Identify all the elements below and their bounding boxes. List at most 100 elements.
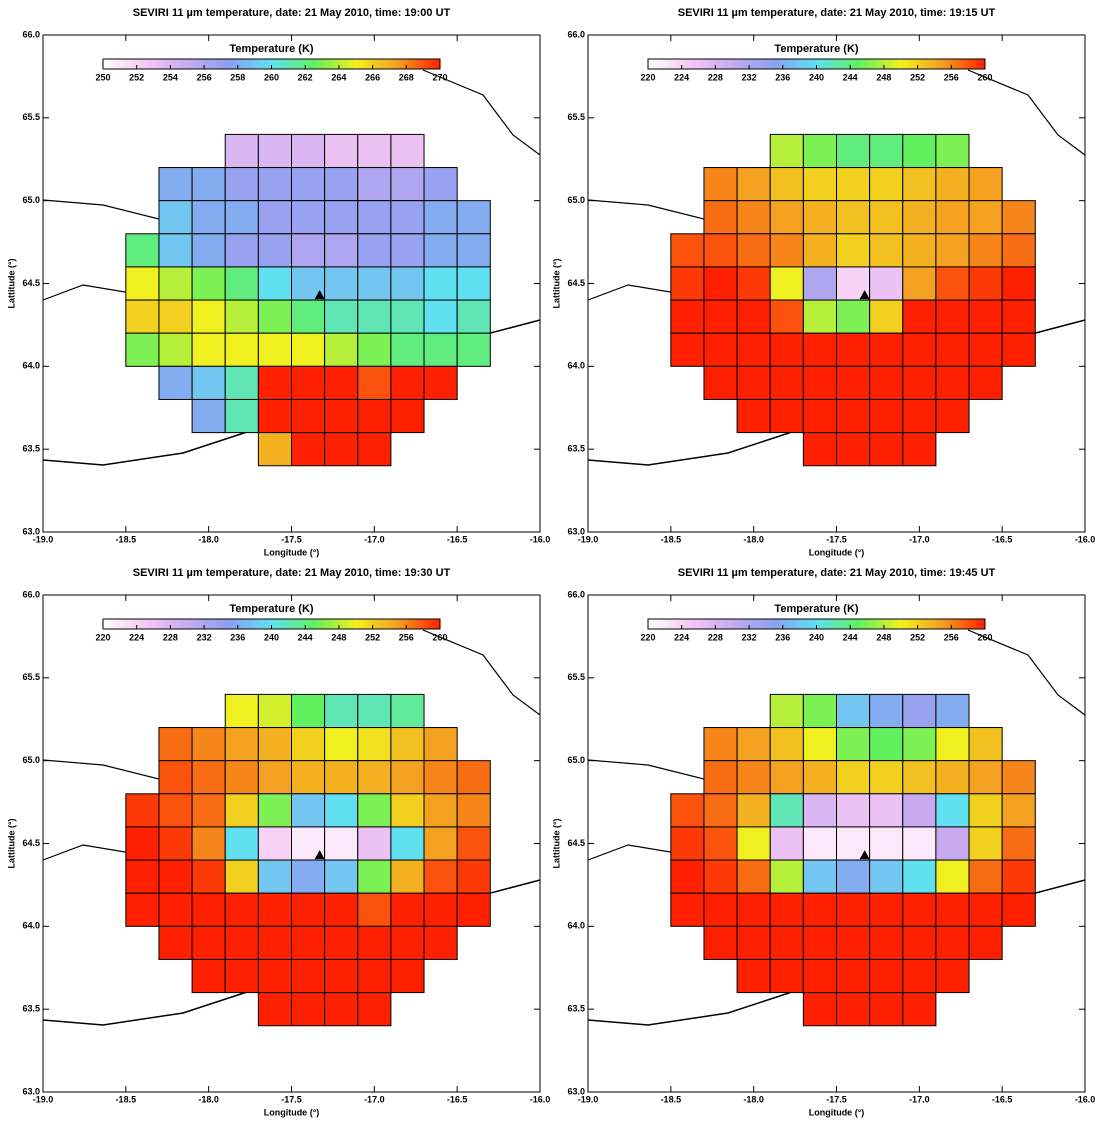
temperature-cell [125,859,160,894]
temperature-cell [191,826,226,861]
y-axis-label: Lattitude (°) [551,258,561,308]
temperature-cell [902,167,937,202]
temperature-cell [836,760,871,795]
colorbar-tick-label: 228 [163,632,178,642]
temperature-cell [324,793,359,828]
temperature-cell [703,793,738,828]
temperature-cell [257,233,293,268]
temperature-cell [257,332,293,367]
temperature-cell [836,133,871,169]
y-tick-label: 65.0 [567,195,585,205]
temperature-cell [191,793,226,828]
coastline [967,69,1086,156]
colorbar-tick-label: 240 [264,632,279,642]
temperature-cell [902,992,937,1027]
y-axis-label: Lattitude (°) [6,258,16,308]
temperature-cell [836,958,871,994]
x-tick-label: -16.5 [992,534,1013,544]
temperature-cell [390,958,425,994]
panel: SEVIRI 11 µm temperature, date: 21 May 2… [6,567,550,1117]
temperature-cell [291,332,326,367]
temperature-cell [224,233,259,268]
temperature-cell [869,925,904,960]
temperature-cell [390,365,425,400]
temperature-cell [158,826,193,861]
temperature-cell [1001,299,1036,334]
temperature-cell [224,398,259,434]
temperature-cell [224,925,259,960]
y-tick-label: 63.0 [22,526,40,536]
colorbar-tick-label: 232 [197,632,212,642]
temperature-cell [291,760,326,795]
temperature-cell [423,826,458,861]
temperature-cell [703,200,738,235]
temperature-cell [390,299,425,334]
temperature-cell [869,992,904,1027]
temperature-cell [703,299,738,334]
temperature-cell [736,233,771,268]
temperature-cell [836,398,871,434]
colorbar-tick-label: 260 [977,72,992,82]
temperature-cell [1001,892,1036,927]
temperature-cell [291,727,326,762]
x-axis-label: Longitude (°) [809,547,865,557]
temperature-cell [291,925,326,960]
x-tick-label: -16.5 [447,1094,468,1104]
temperature-cell [125,793,160,828]
colorbar-tick-label: 224 [674,72,689,82]
temperature-cell [324,299,359,334]
temperature-cell [836,167,871,202]
temperature-cell [869,727,904,762]
temperature-cell [836,332,871,367]
temperature-cell [257,693,293,729]
colorbar-tick-label: 260 [977,632,992,642]
colorbar-title: Temperature (K) [229,603,313,615]
temperature-cell [802,760,837,795]
temperature-cell [125,299,160,334]
x-tick-label: -18.0 [198,1094,219,1104]
colorbar-tick-label: 252 [365,632,380,642]
chart-title: SEVIRI 11 µm temperature, date: 21 May 2… [678,7,996,19]
temperature-cell [736,266,771,301]
temperature-cell [224,332,259,367]
temperature-cell [324,859,359,894]
x-tick-label: -19.0 [33,1094,54,1104]
temperature-cell [836,365,871,400]
colorbar-tick-label: 256 [197,72,212,82]
temperature-cell [935,200,970,235]
x-tick-label: -18.0 [743,1094,764,1104]
temperature-cell [390,398,425,434]
temperature-cell [703,365,738,400]
temperature-cell [935,793,970,828]
temperature-cell [670,859,705,894]
temperature-cell [357,826,392,861]
temperature-cell [357,299,392,334]
y-tick-label: 66.0 [567,589,585,599]
temperature-cell [191,266,226,301]
temperature-cell [968,332,1003,367]
temperature-cell [736,299,771,334]
temperature-cell [968,859,1003,894]
temperature-cell [423,727,458,762]
temperature-cell [357,992,392,1027]
temperature-cell [291,398,326,434]
colorbar-tick-label: 220 [640,632,655,642]
colorbar-tick-label: 240 [809,72,824,82]
temperature-cell [869,958,904,994]
y-tick-label: 64.0 [567,921,585,931]
temperature-cell [357,693,392,729]
temperature-cell [802,859,837,894]
temperature-cell [769,760,804,795]
temperature-cell [224,859,259,894]
temperature-cell [1001,859,1036,894]
y-tick-label: 63.5 [22,444,40,454]
x-tick-label: -18.0 [743,534,764,544]
temperature-cell [802,200,837,235]
temperature-cell [836,992,871,1027]
x-axis-label: Longitude (°) [264,1107,320,1117]
temperature-cell [224,727,259,762]
temperature-cell [158,760,193,795]
temperature-cell [736,760,771,795]
temperature-cell [224,793,259,828]
temperature-cell [324,925,359,960]
